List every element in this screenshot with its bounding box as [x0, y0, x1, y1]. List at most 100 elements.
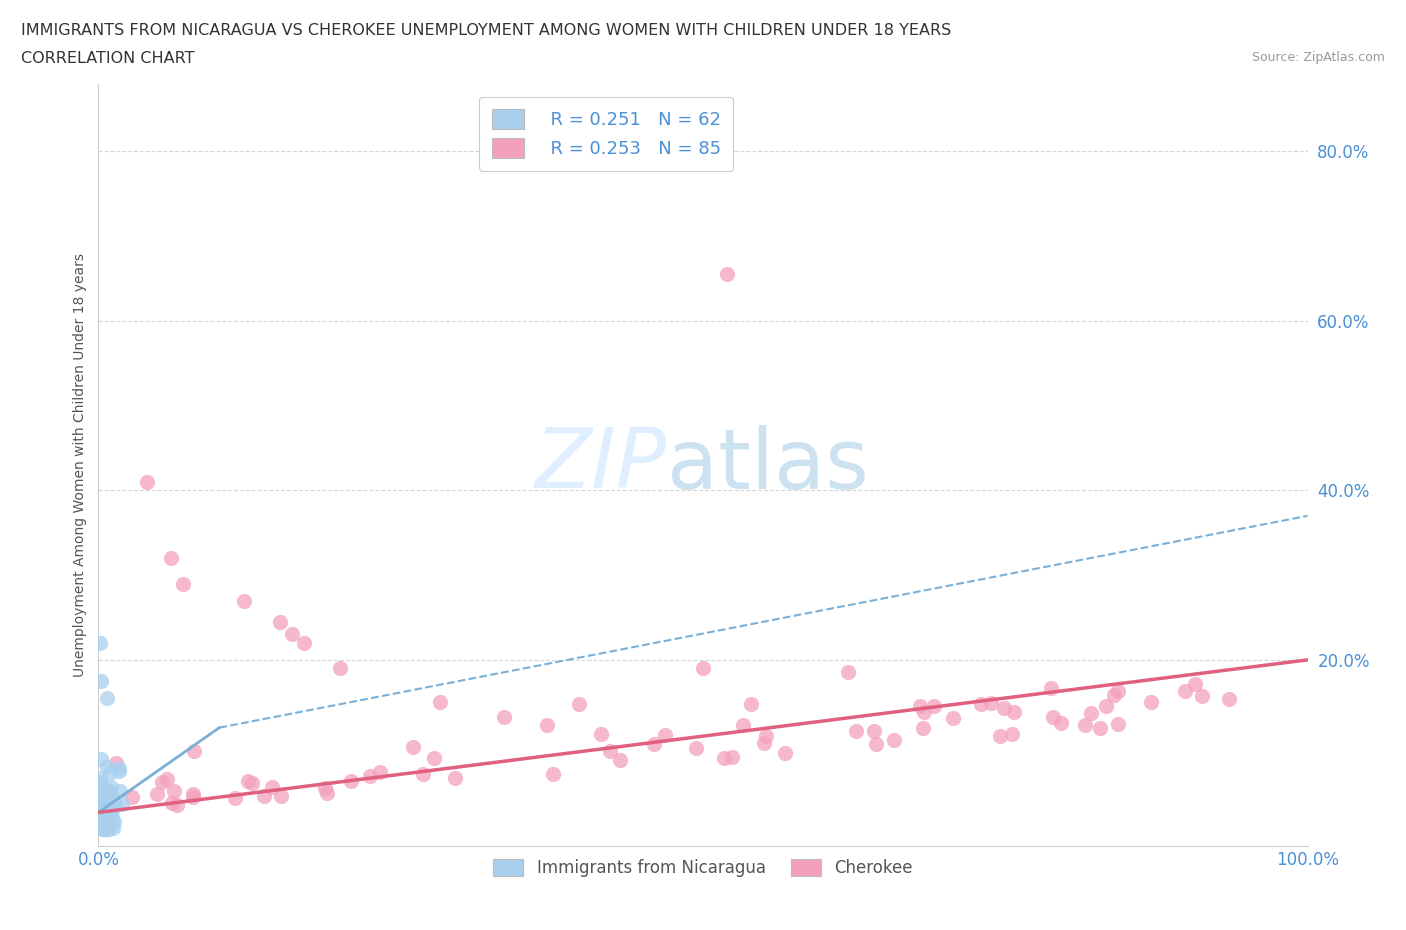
- Point: [89, 796, 111, 811]
- Point: [96, 809, 118, 824]
- Point: [135, 474, 157, 489]
- Point: [96, 760, 118, 775]
- Point: [160, 551, 183, 565]
- Point: [733, 717, 755, 732]
- Point: [87, 811, 110, 826]
- Point: [103, 820, 125, 835]
- Point: [281, 627, 304, 642]
- Point: [910, 698, 932, 713]
- Point: [609, 752, 631, 767]
- Point: [721, 750, 744, 764]
- Point: [368, 764, 391, 779]
- Point: [1088, 721, 1111, 736]
- Point: [1002, 705, 1025, 720]
- Point: [108, 764, 131, 778]
- Point: [423, 751, 446, 765]
- Point: [94, 817, 117, 832]
- Point: [568, 697, 591, 711]
- Point: [865, 737, 887, 752]
- Point: [94, 792, 117, 807]
- Point: [1107, 684, 1129, 698]
- Point: [94, 822, 117, 837]
- Point: [599, 744, 621, 759]
- Point: [98, 765, 121, 780]
- Point: [654, 727, 676, 742]
- Point: [253, 789, 276, 804]
- Point: [103, 815, 125, 830]
- Point: [97, 788, 120, 803]
- Point: [402, 739, 425, 754]
- Point: [685, 740, 707, 755]
- Point: [89, 775, 111, 790]
- Point: [91, 781, 114, 796]
- Point: [740, 697, 762, 711]
- Point: [270, 789, 292, 804]
- Point: [94, 817, 117, 832]
- Point: [96, 691, 118, 706]
- Point: [993, 700, 1015, 715]
- Point: [494, 710, 516, 724]
- Point: [100, 802, 122, 817]
- Point: [589, 727, 612, 742]
- Point: [97, 798, 120, 813]
- Point: [100, 779, 122, 794]
- Point: [444, 771, 467, 786]
- Point: [97, 782, 120, 797]
- Point: [1040, 681, 1063, 696]
- Point: [121, 790, 143, 804]
- Point: [183, 743, 205, 758]
- Point: [240, 776, 263, 790]
- Point: [103, 795, 125, 810]
- Point: [543, 766, 565, 781]
- Point: [91, 801, 114, 816]
- Point: [845, 724, 868, 738]
- Point: [87, 809, 110, 824]
- Point: [111, 797, 134, 812]
- Point: [101, 810, 124, 825]
- Point: [1095, 698, 1118, 713]
- Point: [150, 775, 173, 790]
- Point: [412, 767, 434, 782]
- Point: [93, 796, 115, 811]
- Text: CORRELATION CHART: CORRELATION CHART: [21, 51, 194, 66]
- Y-axis label: Unemployment Among Women with Children Under 18 years: Unemployment Among Women with Children U…: [73, 253, 87, 677]
- Point: [107, 761, 129, 776]
- Point: [93, 805, 115, 820]
- Point: [96, 800, 118, 815]
- Point: [89, 785, 111, 800]
- Point: [643, 737, 665, 751]
- Point: [89, 804, 111, 819]
- Point: [314, 781, 336, 796]
- Point: [1218, 692, 1240, 707]
- Point: [912, 721, 935, 736]
- Point: [90, 794, 112, 809]
- Point: [988, 728, 1011, 743]
- Text: ZIP: ZIP: [534, 424, 666, 506]
- Point: [340, 773, 363, 788]
- Point: [90, 751, 112, 766]
- Point: [1050, 716, 1073, 731]
- Point: [269, 615, 291, 630]
- Point: [100, 804, 122, 818]
- Point: [315, 785, 337, 800]
- Point: [238, 774, 260, 789]
- Point: [93, 813, 115, 828]
- Point: [1042, 710, 1064, 724]
- Point: [163, 783, 186, 798]
- Point: [96, 811, 118, 826]
- Text: Source: ZipAtlas.com: Source: ZipAtlas.com: [1251, 51, 1385, 64]
- Point: [692, 661, 714, 676]
- Point: [98, 796, 121, 811]
- Point: [146, 787, 169, 802]
- Point: [970, 697, 993, 711]
- Point: [232, 593, 254, 608]
- Point: [90, 673, 112, 688]
- Text: IMMIGRANTS FROM NICARAGUA VS CHEROKEE UNEMPLOYMENT AMONG WOMEN WITH CHILDREN UND: IMMIGRANTS FROM NICARAGUA VS CHEROKEE UN…: [21, 23, 952, 38]
- Point: [922, 698, 945, 713]
- Point: [752, 736, 775, 751]
- Point: [1184, 677, 1206, 692]
- Point: [94, 793, 117, 808]
- Point: [101, 790, 124, 804]
- Point: [292, 635, 315, 650]
- Point: [87, 803, 110, 817]
